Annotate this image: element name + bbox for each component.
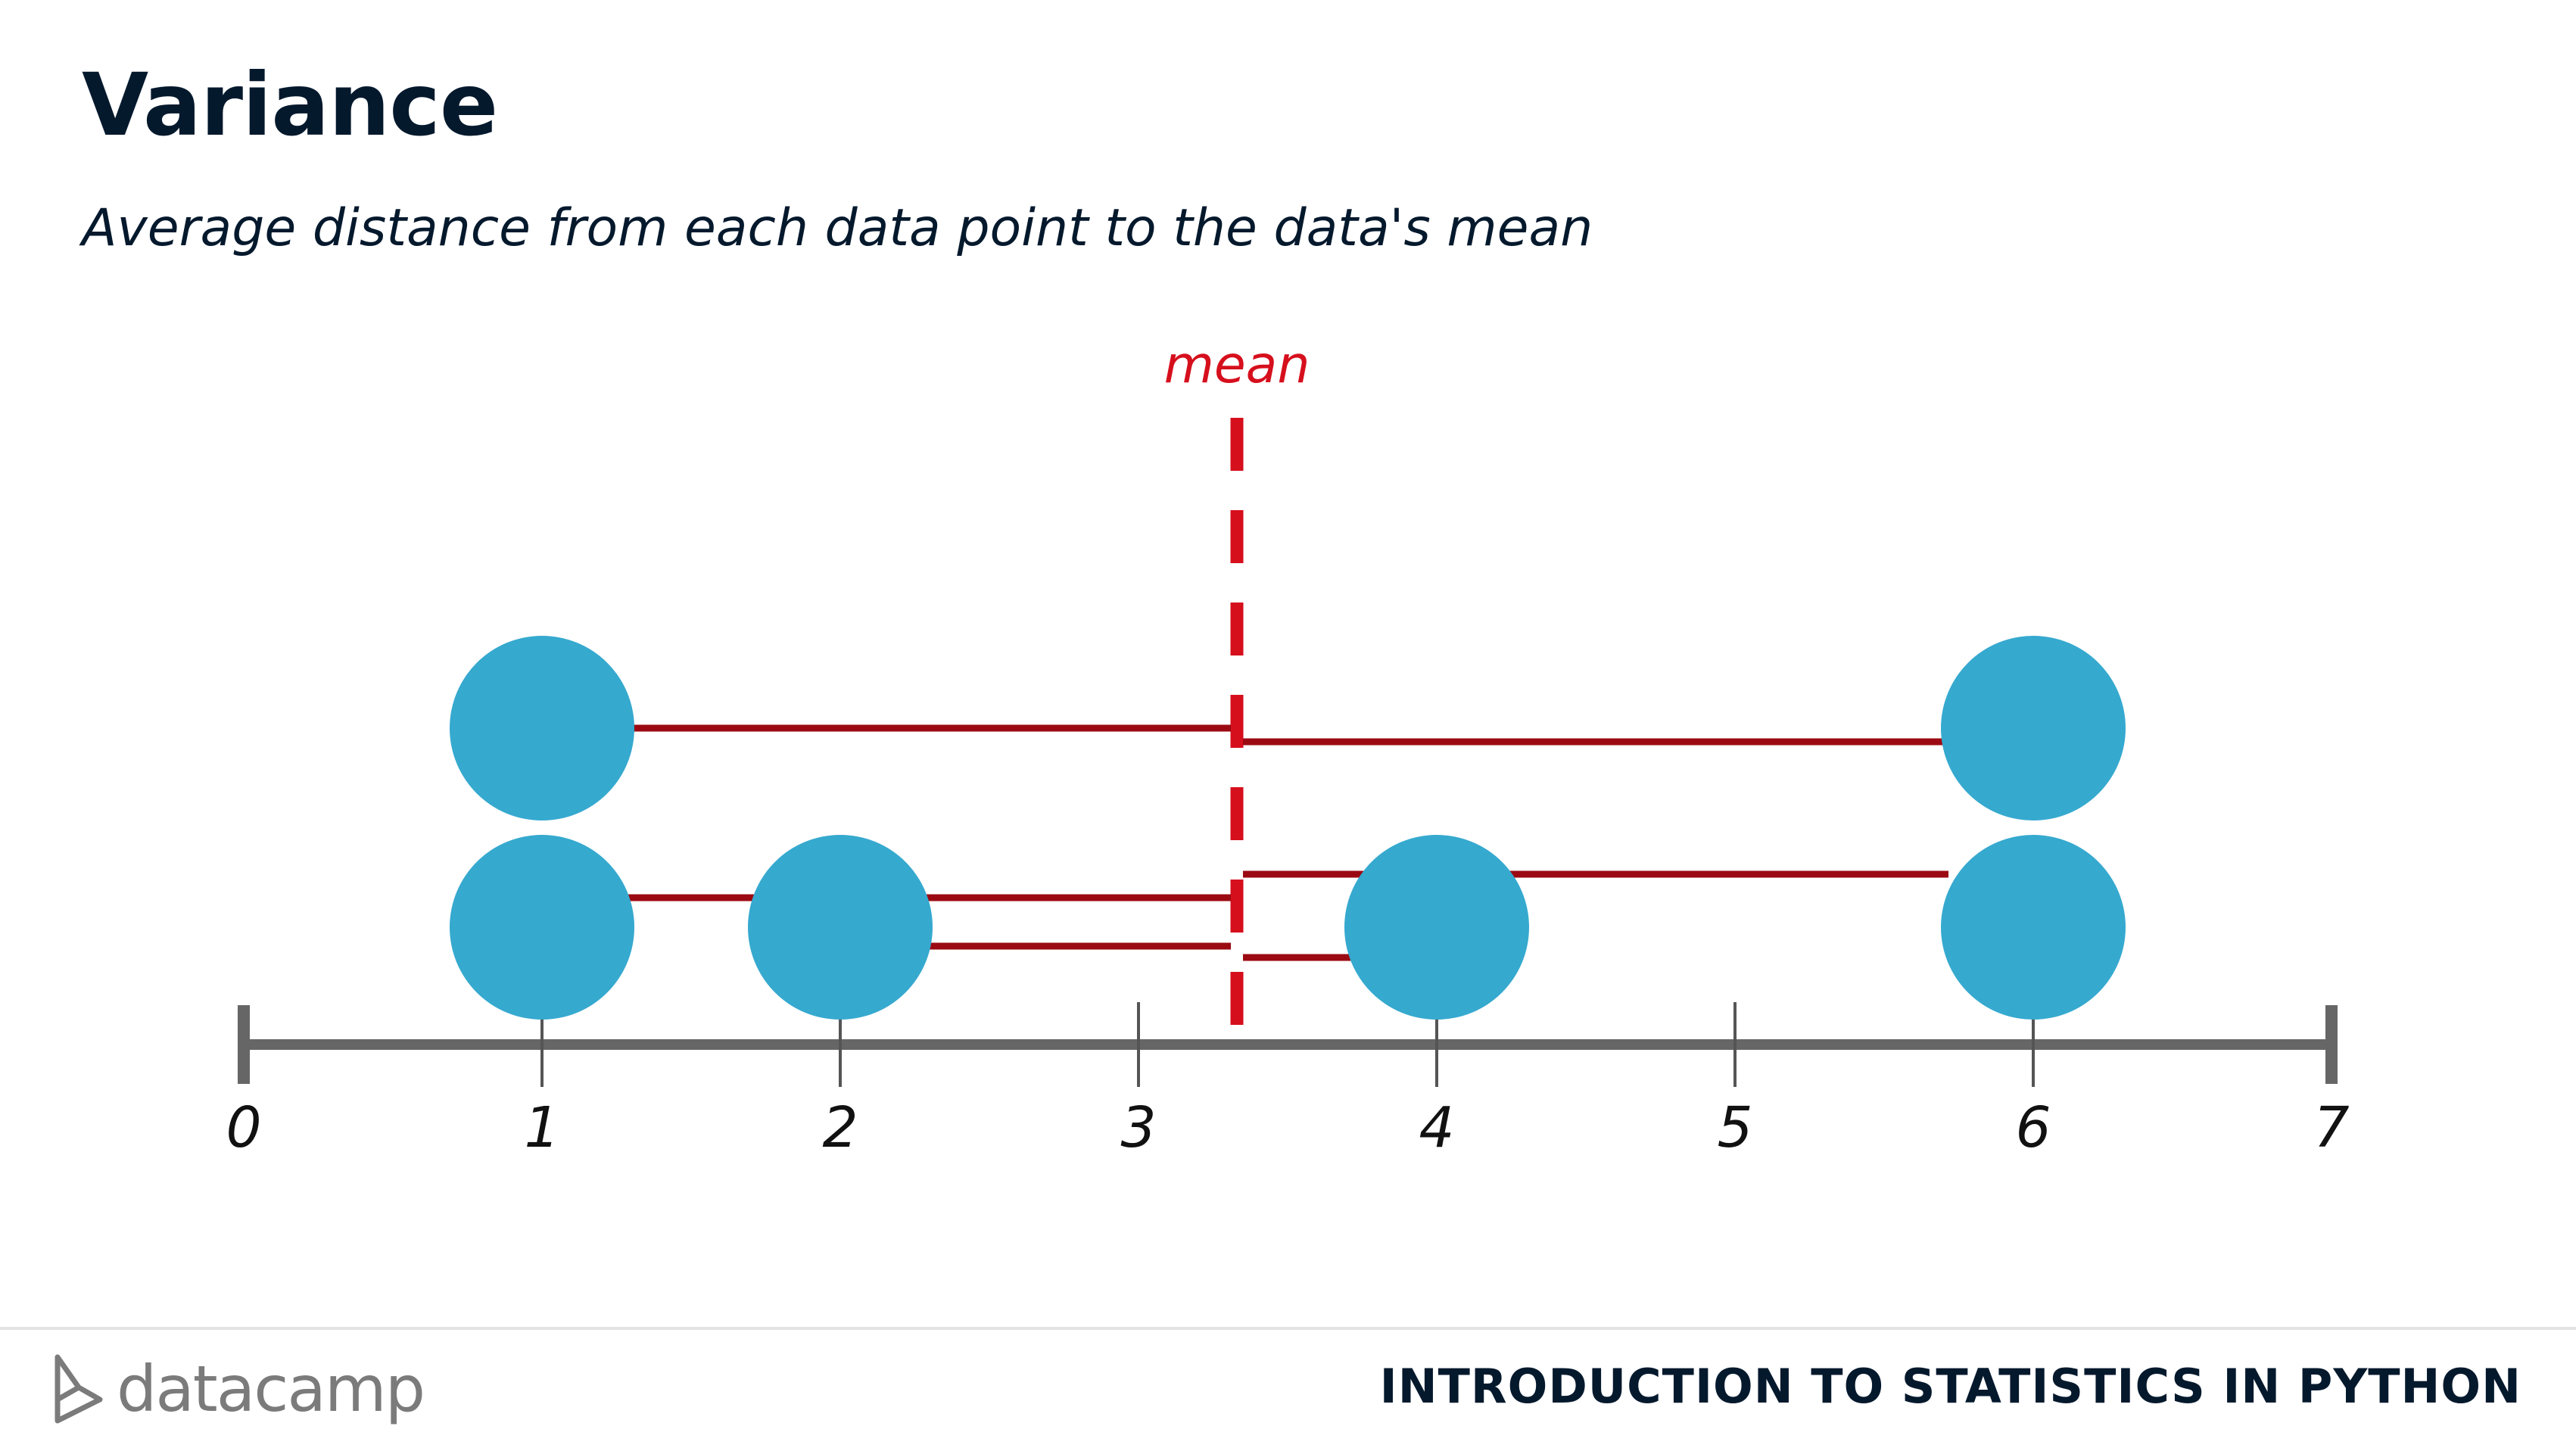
data-point-6: [1941, 835, 2126, 1020]
axis-tick-label: 7: [2313, 1095, 2349, 1160]
datacamp-logo: datacamp: [51, 1347, 425, 1431]
mean-label: mean: [1164, 335, 1310, 395]
axis-tick-label: 4: [1419, 1095, 1454, 1160]
axis-tick-label: 0: [226, 1095, 261, 1160]
axis-tick-label: 1: [524, 1095, 559, 1160]
datacamp-logo-text: datacamp: [117, 1352, 425, 1426]
slide-subtitle: Average distance from each data point to…: [82, 198, 1593, 258]
data-point-1: [450, 835, 634, 1020]
distance-arrows: [627, 724, 1948, 961]
axis-tick-label: 6: [2015, 1095, 2051, 1160]
data-point-2: [748, 835, 933, 1020]
axis-tick-label: 2: [822, 1095, 858, 1160]
data-point-4: [1344, 835, 1529, 1020]
data-point-6: [1941, 636, 2126, 820]
number-line: 0 1 2 3 4 5 6 7: [226, 1002, 2350, 1160]
slide-title: Variance: [82, 54, 498, 155]
course-name: INTRODUCTION TO STATISTICS IN PYTHON: [1379, 1359, 2521, 1414]
variance-diagram: 0 1 2 3 4 5 6 7 mean: [226, 335, 2350, 1160]
data-point-1: [450, 636, 634, 820]
mean-marker: mean: [1164, 335, 1310, 1045]
datacamp-logo-icon: [55, 1354, 103, 1424]
axis-tick-label: 5: [1717, 1095, 1752, 1160]
axis-tick-label: 3: [1120, 1095, 1156, 1160]
data-points: [450, 636, 2126, 1020]
footer-divider: [0, 1327, 2576, 1330]
